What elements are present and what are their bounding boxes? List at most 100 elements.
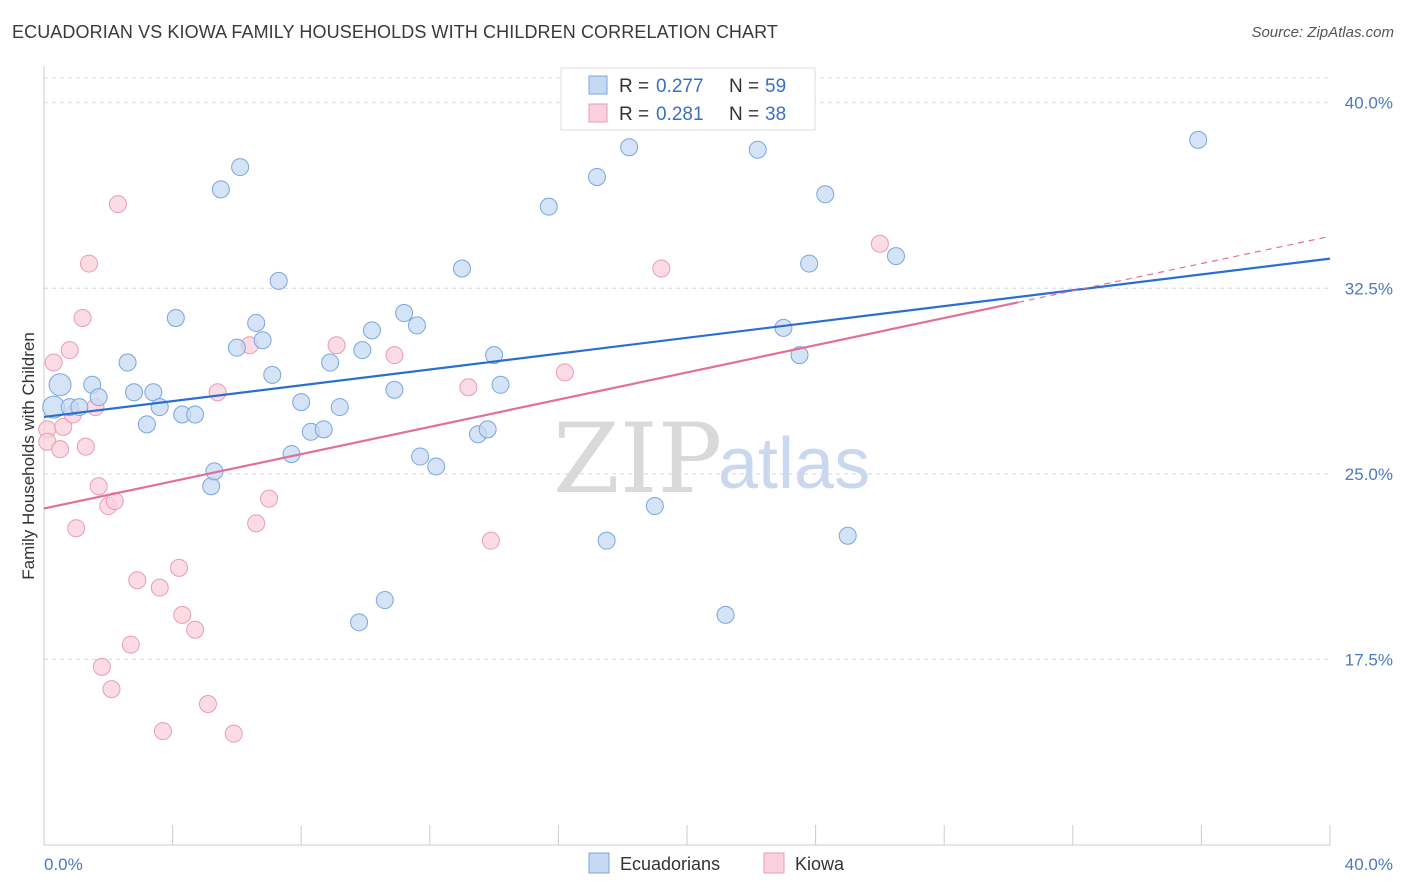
ecuadorian-point bbox=[330, 398, 349, 417]
kiowa-point bbox=[260, 489, 279, 508]
kiowa-trend-extension bbox=[1018, 235, 1331, 303]
kiowa-point bbox=[60, 341, 79, 360]
series-legend: Ecuadorians Kiowa bbox=[588, 852, 845, 874]
kiowa-point bbox=[555, 363, 574, 382]
kiowa-point bbox=[186, 620, 205, 639]
kiowa-point bbox=[73, 308, 92, 327]
ecuadorian-point bbox=[478, 420, 497, 439]
y-tick-label: 32.5% bbox=[1345, 279, 1393, 298]
kiowa-trend-line bbox=[43, 301, 1019, 510]
ecuadorian-point bbox=[118, 353, 137, 372]
ecuadorian-point bbox=[227, 338, 246, 357]
ecuadorian-points bbox=[42, 130, 1208, 632]
ecuadorian-point bbox=[231, 158, 250, 177]
ecuadorian-point bbox=[716, 605, 735, 624]
ecuadorian-point bbox=[137, 415, 156, 434]
ecuadorian-point bbox=[587, 167, 606, 186]
ecuadorian-point bbox=[269, 271, 288, 290]
kiowa-point bbox=[54, 417, 73, 436]
watermark-atlas: atlas bbox=[718, 424, 870, 504]
kiowa-point bbox=[481, 531, 500, 550]
ecuadorian-point bbox=[816, 185, 835, 204]
legend-n-label-2: N = bbox=[729, 104, 759, 125]
kiowa-point bbox=[76, 437, 95, 456]
ecuadorian-point bbox=[263, 365, 282, 384]
legend-n-value-1: 59 bbox=[765, 76, 786, 97]
ecuadorian-point bbox=[375, 591, 394, 610]
ecuadorian-point bbox=[144, 383, 163, 402]
ecuadorian-point bbox=[800, 254, 819, 273]
legend-n-label-1: N = bbox=[729, 76, 759, 97]
kiowa-point bbox=[80, 254, 99, 273]
ecuadorian-point bbox=[253, 331, 272, 350]
legend-r-value-2: 0.281 bbox=[656, 104, 704, 125]
kiowa-point bbox=[870, 234, 889, 253]
ecuadorian-point bbox=[886, 247, 905, 266]
kiowa-point bbox=[459, 378, 478, 397]
ecuadorian-trend-line bbox=[43, 257, 1331, 419]
stats-legend: R = 0.277 N = 59 R = 0.281 N = 38 bbox=[560, 67, 816, 131]
kiowa-point bbox=[102, 680, 121, 699]
y-tick-label: 25.0% bbox=[1345, 465, 1393, 484]
kiowa-point bbox=[198, 694, 217, 713]
bottom-legend-swatch-ecuadorians bbox=[588, 852, 610, 874]
ecuadorian-point bbox=[645, 497, 664, 516]
kiowa-point bbox=[153, 722, 172, 741]
trend-lines bbox=[43, 235, 1331, 510]
ecuadorian-point bbox=[620, 138, 639, 157]
legend-swatch-ecuadorians bbox=[588, 75, 608, 95]
axes bbox=[43, 66, 1331, 846]
y-tick-labels: 17.5% 25.0% 32.5% 40.0% bbox=[1345, 94, 1393, 670]
kiowa-point bbox=[652, 259, 671, 278]
kiowa-point bbox=[327, 336, 346, 355]
x-tick-label: 40.0% bbox=[1345, 855, 1393, 874]
kiowa-point bbox=[121, 635, 140, 654]
ecuadorian-point bbox=[292, 393, 311, 412]
ecuadorian-point bbox=[48, 373, 72, 397]
ecuadorian-point bbox=[485, 346, 504, 365]
ecuadorian-point bbox=[491, 375, 510, 394]
ecuadorian-point bbox=[314, 420, 333, 439]
ecuadorian-point bbox=[211, 180, 230, 199]
ecuadorian-point bbox=[125, 383, 144, 402]
ecuadorian-point bbox=[748, 140, 767, 159]
chart-title: ECUADORIAN VS KIOWA FAMILY HOUSEHOLDS WI… bbox=[12, 22, 779, 42]
x-tick-label: 0.0% bbox=[44, 855, 83, 874]
kiowa-point bbox=[173, 605, 192, 624]
ecuadorian-point bbox=[186, 405, 205, 424]
ecuadorian-point bbox=[1189, 130, 1208, 149]
kiowa-point bbox=[89, 477, 108, 496]
kiowa-points bbox=[38, 195, 889, 743]
ecuadorian-point bbox=[407, 316, 426, 335]
ecuadorian-point bbox=[597, 531, 616, 550]
ecuadorian-point bbox=[350, 613, 369, 632]
ecuadorian-point bbox=[353, 341, 372, 360]
ecuadorian-point bbox=[362, 321, 381, 340]
kiowa-point bbox=[247, 514, 266, 533]
legend-r-label-1: R = bbox=[619, 76, 649, 97]
kiowa-point bbox=[92, 657, 111, 676]
legend-r-label-2: R = bbox=[619, 104, 649, 125]
y-axis-title: Family Households with Children bbox=[19, 332, 38, 580]
kiowa-point bbox=[51, 440, 70, 459]
ecuadorian-point bbox=[774, 318, 793, 337]
bottom-legend-label-kiowa: Kiowa bbox=[795, 854, 845, 874]
ecuadorian-point bbox=[838, 526, 857, 545]
ecuadorian-point bbox=[202, 477, 221, 496]
kiowa-point bbox=[108, 195, 127, 214]
ecuadorian-point bbox=[166, 308, 185, 327]
kiowa-point bbox=[44, 353, 63, 372]
x-tick-labels: 0.0% 40.0% bbox=[44, 855, 1393, 874]
kiowa-point bbox=[128, 571, 147, 590]
ecuadorian-point bbox=[452, 259, 471, 278]
ecuadorian-point bbox=[539, 197, 558, 216]
kiowa-point bbox=[224, 724, 243, 743]
legend-r-value-1: 0.277 bbox=[656, 76, 704, 97]
watermark-zip: ZIP bbox=[553, 403, 722, 515]
y-tick-label: 40.0% bbox=[1345, 94, 1393, 113]
ecuadorian-point bbox=[395, 304, 414, 323]
ecuadorian-point bbox=[385, 380, 404, 399]
ecuadorian-point bbox=[321, 353, 340, 372]
legend-n-value-2: 38 bbox=[765, 104, 786, 125]
